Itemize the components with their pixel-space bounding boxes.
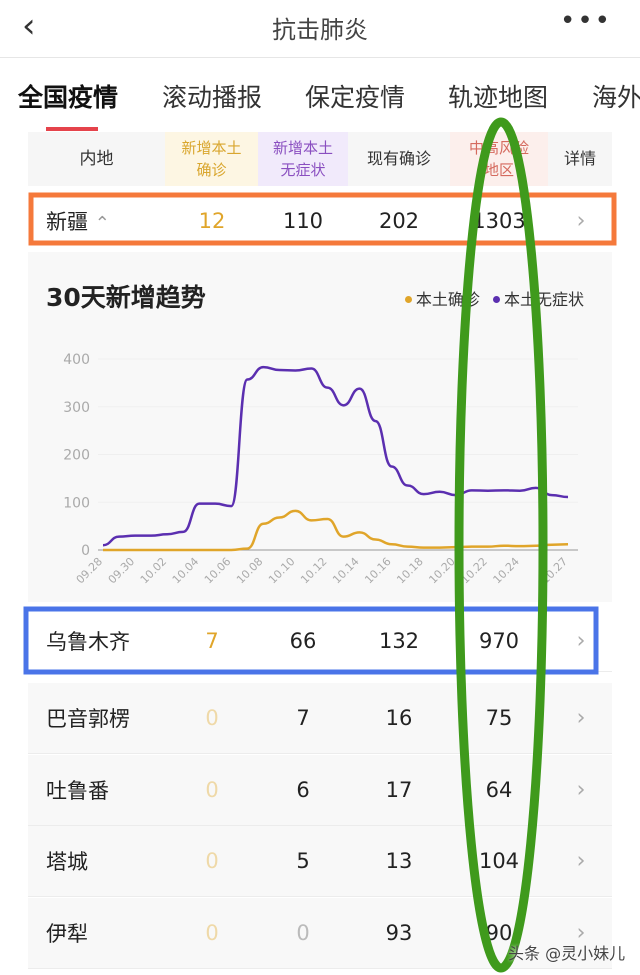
header-region: 内地 — [79, 149, 114, 169]
new-asymptomatic: 0 — [296, 920, 310, 945]
legend-dot-confirmed — [404, 296, 412, 303]
x-tick-label: 10.27 — [539, 555, 570, 586]
series-line-asymptomatic — [102, 365, 569, 547]
new-confirmed: 12 — [198, 209, 226, 233]
header-details: 详情 — [563, 149, 596, 168]
x-tick-label: 10.24 — [491, 555, 522, 586]
series-line-confirmed — [102, 509, 569, 552]
new-asymptomatic: 6 — [296, 777, 310, 802]
new-confirmed: 0 — [205, 706, 219, 730]
chevron-right-icon[interactable]: › — [576, 848, 586, 874]
city-row[interactable]: 乌鲁木齐 7 66 132 970 › — [28, 610, 612, 672]
chevron-right-icon[interactable]: › — [576, 208, 586, 234]
chevron-up-icon[interactable]: ⌃ — [94, 213, 110, 234]
header-risk-areas: 中高风险 地区 — [450, 132, 548, 186]
city-name: 吐鲁番 — [46, 778, 109, 803]
page-title: 抗击肺炎 — [272, 16, 368, 44]
x-tick-label: 10.18 — [394, 555, 425, 586]
top-bar: ‹ 抗击肺炎 ••• — [0, 0, 640, 58]
y-tick-label: 200 — [63, 448, 90, 464]
new-confirmed: 0 — [205, 920, 219, 945]
more-icon[interactable]: ••• — [559, 6, 612, 36]
new-confirmed: 0 — [205, 849, 219, 873]
y-tick-label: 300 — [63, 400, 90, 416]
x-tick-label: 10.06 — [202, 555, 233, 586]
x-tick-label: 10.22 — [458, 555, 489, 586]
back-icon[interactable]: ‹ — [22, 6, 36, 46]
x-tick-label: 10.08 — [234, 555, 265, 586]
y-tick-label: 400 — [63, 352, 90, 368]
header-current-confirmed: 现有确诊 — [366, 149, 431, 168]
header-new-confirmed: 新增本土 确诊 — [165, 132, 258, 186]
watermark: 头条 @灵小妹儿 — [508, 944, 626, 963]
risk-areas: 104 — [478, 849, 520, 873]
y-tick-label: 100 — [63, 495, 90, 511]
current-confirmed: 202 — [378, 209, 420, 233]
new-confirmed: 7 — [205, 628, 219, 653]
new-asymptomatic: 7 — [296, 706, 310, 730]
tab-overseas[interactable]: 海外 — [592, 83, 640, 112]
current-confirmed: 93 — [385, 920, 413, 945]
x-tick-label: 10.16 — [362, 555, 393, 586]
new-asymptomatic: 110 — [282, 209, 324, 233]
city-row[interactable]: 巴音郭楞 0 7 16 75 › — [28, 683, 612, 754]
new-asymptomatic: 5 — [296, 849, 310, 873]
city-name: 巴音郭楞 — [46, 707, 130, 731]
table-header: 内地 新增本土 确诊 新增本土 无症状 现有确诊 中高风险 地区 详情 — [28, 132, 612, 186]
chevron-right-icon[interactable]: › — [576, 920, 586, 945]
risk-areas: 64 — [485, 777, 513, 802]
current-confirmed: 17 — [385, 777, 413, 802]
city-name: 伊犁 — [46, 921, 88, 946]
active-tab-indicator — [46, 127, 98, 131]
province-name: 新疆 ⌃ — [46, 210, 110, 234]
current-confirmed: 16 — [385, 706, 413, 730]
new-asymptomatic: 66 — [289, 628, 317, 653]
tab-baoding[interactable]: 保定疫情 — [305, 83, 406, 112]
x-tick-label: 09.30 — [106, 555, 137, 586]
new-confirmed: 0 — [205, 777, 219, 802]
risk-areas: 75 — [485, 706, 513, 730]
x-tick-label: 10.12 — [298, 555, 329, 586]
risk-areas: 1303 — [472, 209, 526, 233]
risk-areas: 970 — [478, 628, 520, 653]
city-row[interactable]: 吐鲁番 0 6 17 64 › — [28, 754, 612, 826]
tab-national[interactable]: 全国疫情 — [18, 83, 119, 112]
y-tick-label: 0 — [81, 543, 90, 559]
header-new-asymptomatic: 新增本土 无症状 — [258, 132, 348, 186]
tab-rolling-news[interactable]: 滚动播报 — [162, 83, 263, 112]
current-confirmed: 13 — [385, 849, 413, 873]
province-row-xinjiang[interactable]: 新疆 ⌃ 12 110 202 1303 › — [28, 186, 612, 257]
chevron-right-icon[interactable]: › — [576, 628, 586, 653]
x-tick-label: 10.14 — [330, 555, 361, 586]
x-tick-label: 10.02 — [138, 555, 169, 586]
chevron-right-icon[interactable]: › — [576, 777, 586, 802]
chart-title: 30天新增趋势 — [46, 283, 206, 312]
tab-bar: 全国疫情 滚动播报 保定疫情 轨迹地图 海外 — [0, 58, 640, 130]
x-tick-label: 10.10 — [266, 555, 297, 586]
current-confirmed: 132 — [378, 628, 420, 653]
x-tick-label: 10.20 — [426, 555, 457, 586]
chevron-right-icon[interactable]: › — [576, 705, 586, 731]
trend-chart-card: 30天新增趋势 本土确诊 本土无症状 0 100 200 300 400 09.28 09.… — [28, 252, 612, 602]
city-name: 乌鲁木齐 — [46, 629, 130, 654]
city-name: 塔城 — [46, 850, 88, 874]
tab-trajectory-map[interactable]: 轨迹地图 — [448, 83, 549, 112]
city-row[interactable]: 塔城 0 5 13 104 › — [28, 826, 612, 897]
x-tick-label: 09.28 — [74, 555, 105, 586]
x-tick-label: 10.04 — [170, 555, 201, 586]
